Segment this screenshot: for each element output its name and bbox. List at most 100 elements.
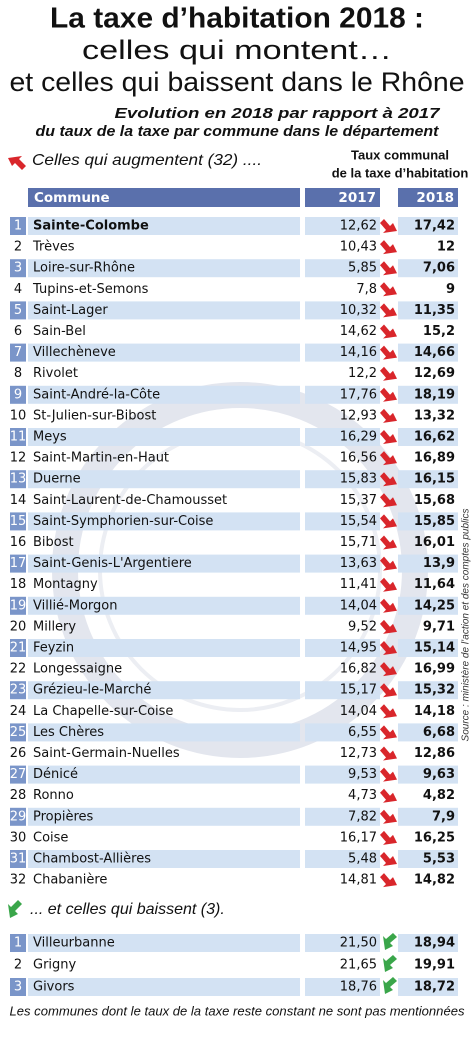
- rank: 30: [10, 830, 27, 845]
- header-cell: [305, 188, 380, 207]
- rate-2017: 12,93: [340, 408, 377, 423]
- commune-name: Ronno: [33, 788, 74, 803]
- increase-arrow: [380, 852, 397, 866]
- rate-2018: 9,63: [423, 767, 455, 782]
- rate-2017: 18,76: [340, 980, 377, 995]
- rank-box: [10, 723, 26, 742]
- decrease-arrow: [383, 977, 397, 994]
- decrease-arrow: [383, 933, 397, 950]
- rate-2017: 7,8: [356, 282, 377, 297]
- commune-name: Saint-Martin-en-Haut: [33, 451, 169, 466]
- column-header: 2017: [338, 190, 376, 206]
- rank: 29: [10, 809, 27, 824]
- increase-arrow: [380, 662, 397, 677]
- rank-box: [10, 554, 26, 573]
- commune-name: Sain-Bel: [33, 324, 86, 339]
- commune-name: Propières: [33, 809, 94, 824]
- rate-2018: 16,62: [414, 430, 455, 445]
- rank-box: [10, 850, 26, 868]
- rate-2017: 14,62: [340, 324, 377, 339]
- rate-2017: 15,37: [340, 493, 377, 508]
- subtitle: et celles qui baissent dans le Rhône: [10, 67, 465, 97]
- row-band: [28, 512, 300, 531]
- column-group-label: Taux communal: [351, 147, 449, 162]
- increase-arrow: [380, 345, 397, 360]
- rate-2017: 4,73: [348, 788, 377, 803]
- rate-2017: 7,82: [348, 809, 377, 824]
- row-band: [398, 470, 458, 489]
- rate-2018: 15,32: [414, 683, 455, 698]
- rate-2018: 13,32: [414, 408, 455, 423]
- rate-2017: 12,62: [340, 219, 377, 234]
- row-band: [305, 343, 380, 362]
- row-band: [305, 934, 380, 952]
- rate-2018: 16,25: [414, 830, 455, 845]
- rate-2017: 9,52: [348, 619, 377, 634]
- increase-arrow: [380, 430, 397, 444]
- rate-2018: 15,68: [414, 493, 455, 508]
- row-band: [28, 639, 300, 657]
- rank-box: [10, 470, 26, 489]
- rate-2018: 7,9: [432, 809, 455, 824]
- rank: 8: [14, 366, 22, 381]
- rate-2017: 16,29: [340, 430, 377, 445]
- rank: 27: [10, 767, 27, 782]
- commune-name: Villeurbanne: [33, 936, 115, 951]
- row-band: [28, 343, 300, 362]
- rank: 26: [10, 746, 27, 761]
- increase-arrow: [380, 598, 397, 613]
- row-band: [398, 343, 458, 362]
- rank: 22: [10, 662, 27, 677]
- rank: 14: [10, 493, 27, 508]
- rank: 18: [10, 577, 27, 592]
- column-header: 2018: [416, 190, 454, 206]
- rank-box: [10, 428, 26, 446]
- row-band: [305, 807, 380, 826]
- rank: 1: [14, 219, 22, 234]
- commune-name: Rivolet: [33, 366, 78, 381]
- header-cell: [398, 188, 458, 207]
- rate-2018: 7,06: [423, 261, 455, 276]
- rate-2017: 15,54: [340, 514, 377, 529]
- subtitle: celles qui montent…: [82, 35, 392, 65]
- row-band: [398, 807, 458, 826]
- row-band: [398, 512, 458, 531]
- commune-name: Bibost: [33, 535, 74, 550]
- commune-name: Saint-Symphorien-sur-Coise: [33, 514, 213, 529]
- decrease-arrow: [383, 955, 397, 972]
- rate-2018: 12,69: [414, 366, 455, 381]
- rate-2017: 15,71: [340, 535, 377, 550]
- row-band: [28, 470, 300, 489]
- rank: 28: [10, 788, 27, 803]
- rate-2018: 9,71: [423, 619, 455, 634]
- rate-2018: 15,14: [414, 641, 455, 656]
- row-band: [305, 385, 380, 404]
- rate-2017: 17,76: [340, 387, 377, 402]
- rank: 23: [10, 683, 27, 698]
- row-band: [305, 512, 380, 531]
- row-band: [305, 978, 380, 996]
- commune-name: Chabanière: [33, 873, 107, 888]
- row-band: [398, 385, 458, 404]
- rate-2017: 16,56: [340, 451, 377, 466]
- commune-name: Saint-Genis-L'Argentiere: [33, 556, 192, 571]
- intro: du taux de la taxe par commune dans le d…: [36, 123, 440, 140]
- rate-2017: 16,17: [340, 830, 377, 845]
- rank: 7: [14, 345, 22, 360]
- rank: 16: [10, 535, 27, 550]
- row-band: [28, 259, 300, 278]
- header-cell: [28, 188, 300, 207]
- rate-2018: 18,19: [414, 387, 455, 402]
- rank-box: [10, 639, 26, 657]
- rate-2017: 21,50: [340, 936, 377, 951]
- row-band: [305, 470, 380, 489]
- row-band: [398, 554, 458, 573]
- row-band: [28, 807, 300, 826]
- rank-box: [10, 385, 26, 404]
- source: Source : ministère de l’action et des co…: [461, 509, 472, 742]
- commune-name: Villié-Morgon: [33, 598, 117, 613]
- rate-2017: 15,83: [340, 472, 377, 487]
- commune-name: Sainte-Colombe: [33, 219, 149, 234]
- title: La taxe d’habitation 2018 :: [50, 3, 424, 35]
